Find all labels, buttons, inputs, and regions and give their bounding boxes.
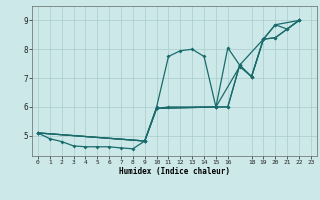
X-axis label: Humidex (Indice chaleur): Humidex (Indice chaleur)	[119, 167, 230, 176]
